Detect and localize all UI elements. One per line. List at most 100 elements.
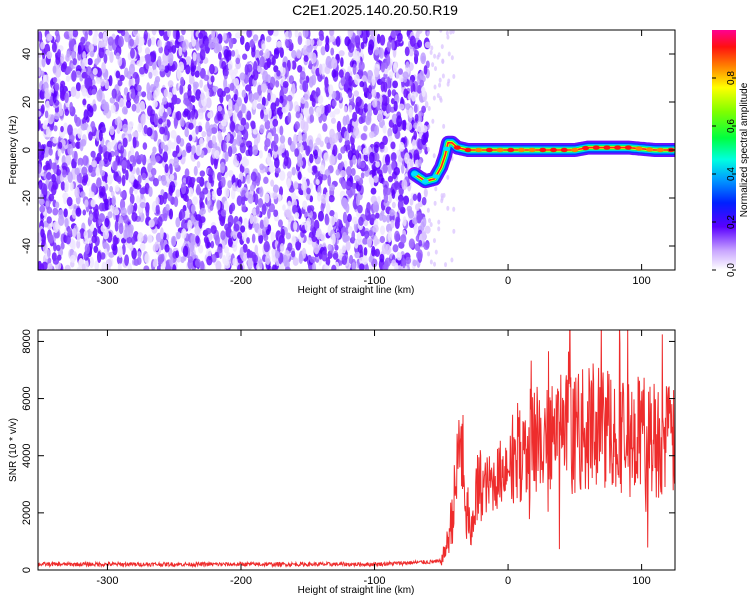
noise-blob <box>357 106 364 116</box>
noise-blob <box>178 61 185 72</box>
noise-blob <box>233 93 238 101</box>
noise-blob <box>112 206 119 214</box>
noise-blob <box>44 92 50 100</box>
noise-blob <box>206 241 212 248</box>
noise-blob <box>131 247 137 260</box>
noise-blob <box>170 142 176 150</box>
noise-blob <box>287 30 293 39</box>
noise-blob <box>368 255 373 263</box>
colorbar-label: Normalized spectral amplitude <box>739 82 750 217</box>
noise-blob <box>142 142 148 150</box>
noise-blob <box>133 202 138 212</box>
noise-blob <box>65 235 71 245</box>
noise-blob <box>75 82 81 92</box>
noise-blob <box>38 179 43 190</box>
noise-blob <box>194 70 200 78</box>
noise-blob <box>175 30 180 40</box>
noise-blob <box>404 46 410 57</box>
noise-blob <box>264 119 271 130</box>
noise-blob <box>356 236 363 245</box>
noise-blob <box>327 174 332 187</box>
noise-blob <box>188 122 194 130</box>
noise-blob <box>270 102 277 112</box>
noise-blob <box>250 171 257 182</box>
noise-blob <box>137 122 143 133</box>
noise-blob <box>149 84 156 92</box>
noise-blob <box>229 134 234 144</box>
noise-blob <box>169 181 176 193</box>
noise-blob <box>67 171 73 183</box>
noise-blob <box>267 208 271 219</box>
noise-blob <box>237 264 244 270</box>
noise-blob <box>124 67 129 78</box>
noise-blob <box>81 263 86 270</box>
noise-blob <box>276 40 282 48</box>
noise-blob <box>264 193 270 204</box>
noise-blob <box>297 171 302 181</box>
noise-blob <box>81 166 88 176</box>
noise-blob <box>60 242 65 250</box>
noise-blob <box>129 38 135 47</box>
noise-blob <box>50 114 55 123</box>
noise-blob <box>286 178 291 189</box>
noise-blob <box>446 205 450 211</box>
noise-blob <box>433 200 437 206</box>
noise-blob <box>112 234 119 246</box>
noise-blob <box>242 243 248 253</box>
noise-blob <box>414 113 419 122</box>
noise-blob <box>60 233 65 244</box>
noise-blob <box>46 249 51 258</box>
noise-blob <box>39 89 46 100</box>
noise-blob <box>158 46 164 54</box>
noise-blob <box>306 45 313 53</box>
noise-blob <box>211 30 216 39</box>
noise-blob <box>250 120 256 128</box>
noise-blob <box>190 66 195 77</box>
noise-blob <box>284 150 289 160</box>
noise-blob <box>354 35 361 45</box>
noise-blob <box>302 80 309 93</box>
noise-blob <box>335 36 341 47</box>
noise-blob <box>192 51 197 62</box>
noise-blob <box>252 34 259 41</box>
noise-blob <box>216 187 223 197</box>
signal-peak <box>496 147 504 153</box>
noise-blob <box>246 30 252 38</box>
noise-blob <box>273 65 279 73</box>
noise-blob <box>328 194 335 203</box>
signal-peak <box>635 146 643 151</box>
noise-blob <box>193 165 198 176</box>
noise-blob <box>241 89 247 98</box>
noise-blob <box>392 244 399 253</box>
snr-ylabel: SNR (10 * v/v) <box>8 418 19 482</box>
noise-blob <box>259 50 264 57</box>
noise-blob <box>100 78 105 87</box>
noise-blob <box>263 240 270 253</box>
noise-blob <box>363 219 369 227</box>
noise-blob <box>308 60 313 70</box>
noise-blob <box>76 230 81 243</box>
noise-blob <box>304 89 310 101</box>
noise-blob <box>279 47 284 59</box>
noise-blob <box>157 175 162 182</box>
noise-blob <box>451 30 455 34</box>
noise-blob <box>137 251 142 258</box>
noise-blob <box>69 181 74 191</box>
signal-peak <box>656 147 664 153</box>
noise-blob <box>175 189 181 198</box>
noise-blob <box>452 228 456 234</box>
noise-blob <box>386 214 391 223</box>
noise-blob <box>165 203 170 211</box>
noise-blob <box>291 250 296 258</box>
noise-blob <box>256 133 261 144</box>
noise-blob <box>320 202 325 213</box>
noise-blob <box>405 256 412 265</box>
noise-blob <box>369 30 375 37</box>
noise-blob <box>361 255 368 265</box>
noise-blob <box>313 219 320 232</box>
noise-blob <box>357 145 362 152</box>
noise-blob <box>252 144 259 156</box>
noise-blob <box>69 101 74 113</box>
